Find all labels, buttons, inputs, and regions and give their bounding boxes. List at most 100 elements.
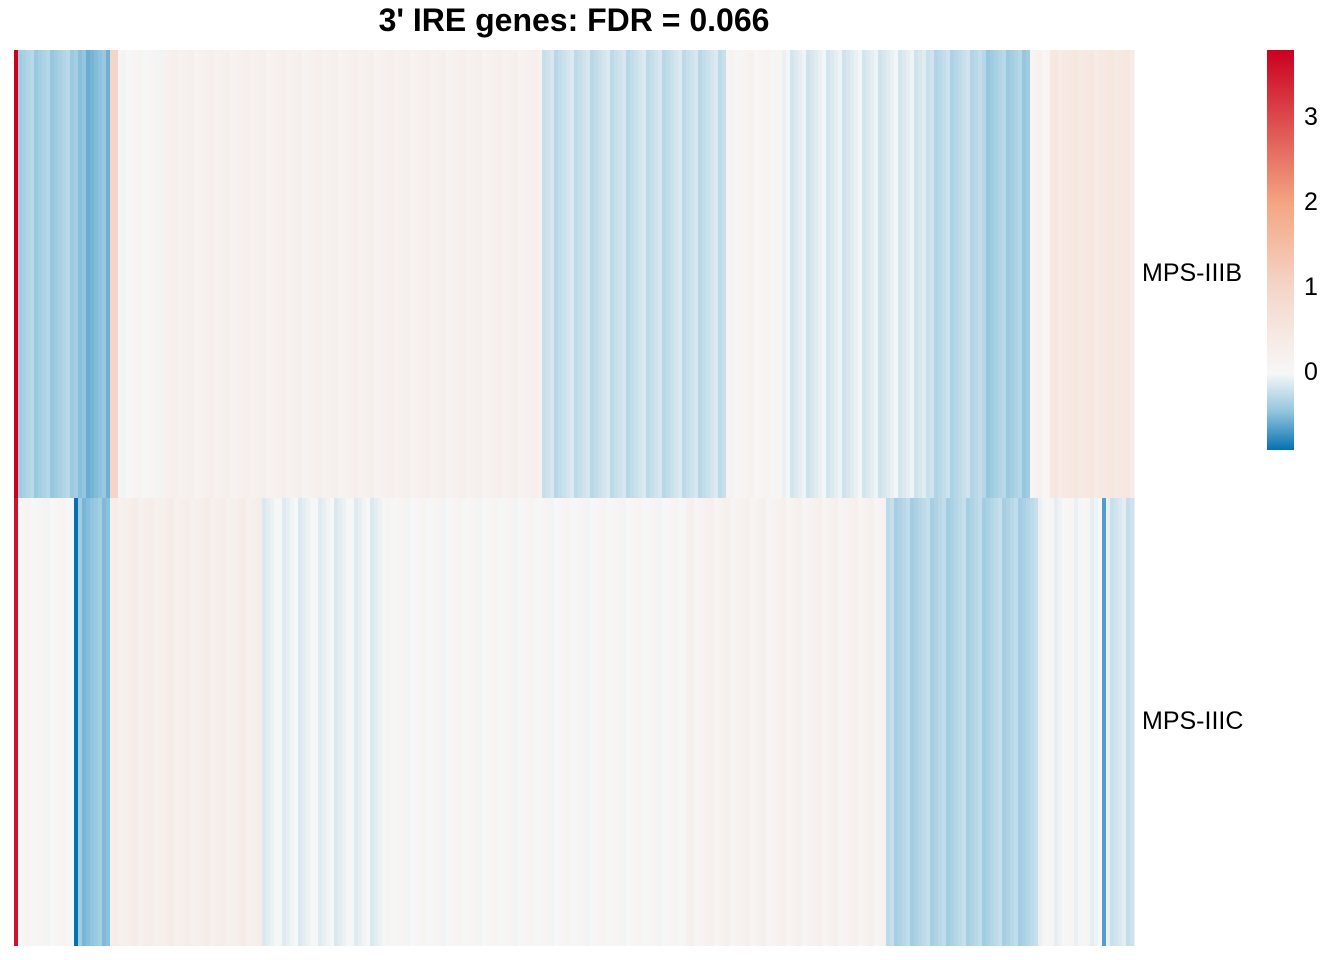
heatmap-cell bbox=[570, 498, 575, 946]
heatmap-cell bbox=[462, 50, 467, 498]
heatmap-cell bbox=[530, 498, 535, 946]
heatmap-cell bbox=[454, 50, 459, 498]
heatmap-cell bbox=[714, 498, 719, 946]
heatmap-cell bbox=[390, 498, 395, 946]
heatmap-cell bbox=[198, 498, 203, 946]
heatmap-cell bbox=[918, 498, 923, 946]
heatmap-cell bbox=[262, 50, 267, 498]
heatmap-cell bbox=[802, 50, 807, 498]
heatmap-cell bbox=[250, 498, 255, 946]
heatmap-cell bbox=[22, 50, 27, 498]
heatmap-cell bbox=[290, 50, 295, 498]
heatmap-cell bbox=[122, 498, 127, 946]
heatmap-cell bbox=[990, 50, 995, 498]
heatmap-cell bbox=[906, 498, 911, 946]
heatmap-cell bbox=[954, 50, 959, 498]
heatmap-cell bbox=[610, 50, 615, 498]
heatmap-cell bbox=[278, 498, 283, 946]
heatmap-cell bbox=[238, 50, 243, 498]
heatmap-cell bbox=[26, 50, 31, 498]
heatmap-cell bbox=[98, 50, 103, 498]
heatmap-cell bbox=[1086, 50, 1091, 498]
heatmap-cell bbox=[898, 498, 903, 946]
heatmap-cell bbox=[502, 50, 507, 498]
heatmap-cell bbox=[654, 498, 659, 946]
heatmap-cell bbox=[122, 50, 127, 498]
heatmap-cell bbox=[1018, 498, 1023, 946]
row-label: MPS-IIIB bbox=[1142, 259, 1243, 287]
heatmap-cell bbox=[482, 50, 487, 498]
heatmap-cell bbox=[1014, 498, 1019, 946]
heatmap-cell bbox=[1086, 498, 1091, 946]
heatmap-cell bbox=[962, 50, 967, 498]
heatmap-cell bbox=[322, 50, 327, 498]
heatmap-cell bbox=[870, 50, 875, 498]
heatmap-cell bbox=[846, 50, 851, 498]
heatmap-cell bbox=[674, 50, 679, 498]
heatmap-cell bbox=[290, 498, 295, 946]
heatmap-cell bbox=[618, 50, 623, 498]
heatmap-cell bbox=[146, 498, 151, 946]
heatmap-cell bbox=[978, 498, 983, 946]
heatmap-cell bbox=[182, 50, 187, 498]
heatmap-cell bbox=[386, 50, 391, 498]
heatmap-cell bbox=[586, 50, 591, 498]
heatmap-cell bbox=[50, 498, 55, 946]
heatmap-cell bbox=[514, 498, 519, 946]
heatmap-cell bbox=[178, 498, 183, 946]
heatmap-cell bbox=[974, 50, 979, 498]
heatmap-cell bbox=[658, 50, 663, 498]
heatmap-cell bbox=[78, 498, 83, 946]
heatmap-cell bbox=[666, 498, 671, 946]
heatmap-cell bbox=[854, 50, 859, 498]
heatmap-cell bbox=[930, 498, 935, 946]
heatmap-cell bbox=[794, 498, 799, 946]
heatmap-cell bbox=[158, 498, 163, 946]
heatmap-cell bbox=[754, 498, 759, 946]
heatmap-cell bbox=[334, 50, 339, 498]
heatmap-cell bbox=[1102, 50, 1107, 498]
heatmap-cell bbox=[274, 50, 279, 498]
heatmap-cell bbox=[958, 50, 963, 498]
heatmap-cell bbox=[486, 498, 491, 946]
heatmap-cell bbox=[598, 50, 603, 498]
heatmap-cell bbox=[438, 498, 443, 946]
heatmap-cell bbox=[74, 498, 79, 946]
heatmap-cell bbox=[146, 50, 151, 498]
heatmap-cell bbox=[642, 498, 647, 946]
heatmap-cell bbox=[398, 50, 403, 498]
heatmap-cell bbox=[158, 50, 163, 498]
heatmap-cell bbox=[378, 498, 383, 946]
heatmap-cell bbox=[286, 498, 291, 946]
heatmap-cell bbox=[218, 50, 223, 498]
heatmap-cell bbox=[214, 50, 219, 498]
heatmap-cell bbox=[90, 498, 95, 946]
heatmap-cell bbox=[810, 50, 815, 498]
heatmap-cell bbox=[730, 50, 735, 498]
heatmap-cell bbox=[922, 498, 927, 946]
heatmap-cell bbox=[698, 498, 703, 946]
heatmap-cell bbox=[946, 50, 951, 498]
heatmap-cell bbox=[1034, 50, 1039, 498]
heatmap-cell bbox=[1122, 498, 1127, 946]
heatmap-cell bbox=[942, 498, 947, 946]
heatmap-cell bbox=[882, 50, 887, 498]
heatmap-cell bbox=[74, 50, 79, 498]
heatmap-cell bbox=[526, 50, 531, 498]
heatmap-cell bbox=[802, 498, 807, 946]
heatmap-cell bbox=[174, 50, 179, 498]
heatmap-cell bbox=[626, 50, 631, 498]
heatmap-cell bbox=[366, 498, 371, 946]
heatmap-cell bbox=[938, 50, 943, 498]
legend-color-bar bbox=[1267, 50, 1294, 450]
heatmap-cell bbox=[578, 50, 583, 498]
heatmap-cell bbox=[550, 50, 555, 498]
heatmap-cell bbox=[914, 50, 919, 498]
heatmap-cell bbox=[150, 50, 155, 498]
heatmap-cell bbox=[302, 498, 307, 946]
heatmap-cell bbox=[1094, 498, 1099, 946]
legend-tick-label: 0 bbox=[1304, 358, 1318, 387]
heatmap-cell bbox=[1058, 498, 1063, 946]
heatmap-cell bbox=[790, 498, 795, 946]
heatmap-cell bbox=[518, 50, 523, 498]
